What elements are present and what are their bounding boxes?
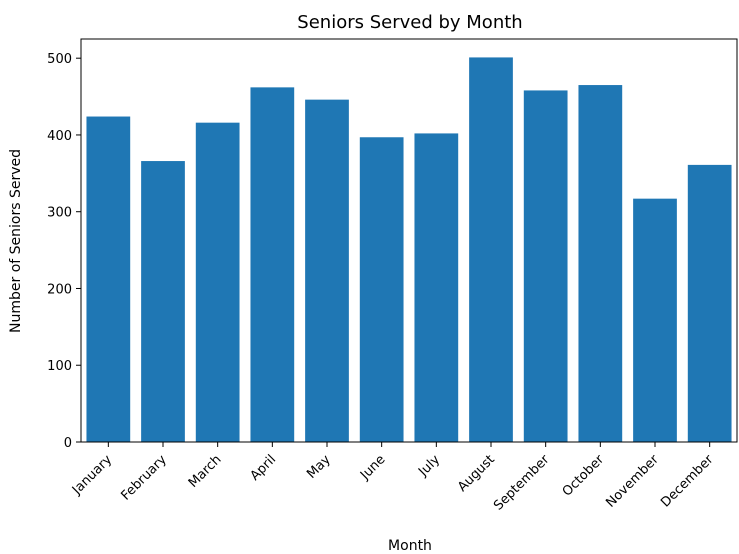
bar-july: [414, 133, 459, 442]
bars-group: [86, 57, 732, 443]
x-tick-label: April: [248, 452, 280, 484]
y-tick-label: 500: [47, 52, 72, 67]
x-tick-label: February: [118, 452, 170, 504]
bar-december: [687, 164, 732, 442]
x-tick-label: June: [357, 452, 388, 483]
y-tick-label: 200: [47, 282, 72, 297]
chart-title: Seniors Served by Month: [297, 12, 522, 33]
x-tick-label: July: [415, 452, 443, 480]
x-tick-label: December: [658, 452, 717, 511]
bar-november: [633, 198, 677, 442]
bar-march: [195, 122, 240, 443]
x-tick-label: May: [304, 452, 334, 482]
bar-september: [523, 90, 568, 442]
bar-april: [250, 87, 295, 443]
x-axis-label: Month: [388, 538, 432, 554]
bar-january: [86, 116, 131, 442]
y-tick-label: 100: [47, 359, 72, 374]
x-tick-label: September: [491, 452, 553, 514]
bar-june: [359, 137, 404, 442]
bar-august: [469, 57, 513, 443]
x-tick-label: October: [560, 452, 608, 500]
x-tick-label: January: [69, 452, 115, 498]
x-axis: January February March April May June July Augu…: [69, 442, 717, 514]
x-tick-label: August: [455, 452, 498, 495]
bar-october: [578, 85, 623, 443]
y-tick-label: 400: [47, 129, 72, 144]
y-tick-label: 0: [64, 436, 72, 451]
y-tick-label: 300: [47, 206, 72, 221]
bar-may: [305, 99, 349, 442]
plot-frame: [80, 38, 738, 443]
bar-february: [141, 161, 185, 442]
x-tick-label: March: [186, 452, 225, 491]
x-tick-label: November: [603, 452, 662, 511]
y-axis: 0 100 200 300 400 500: [47, 52, 81, 451]
y-axis-label: Number of Seniors Served: [8, 149, 24, 333]
